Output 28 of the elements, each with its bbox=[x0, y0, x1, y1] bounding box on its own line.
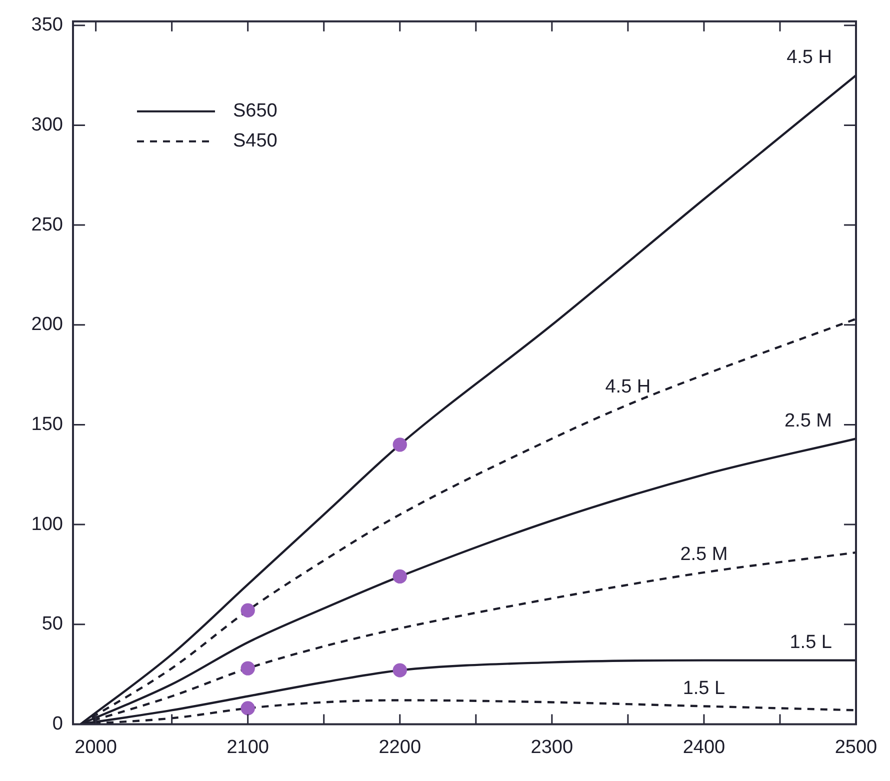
y-tick-label: 150 bbox=[31, 414, 63, 435]
point bbox=[392, 569, 407, 584]
x-tick-label: 2300 bbox=[530, 736, 574, 758]
y-tick-label: 50 bbox=[42, 614, 63, 635]
annotation: 1.5 L bbox=[682, 678, 726, 699]
legend-label: S650 bbox=[233, 100, 278, 122]
x-tick-label: 2500 bbox=[834, 736, 878, 758]
annotation: 2.5 M bbox=[680, 544, 728, 566]
point bbox=[240, 603, 255, 618]
y-tick-label: 250 bbox=[31, 214, 63, 236]
x-tick-label: 2100 bbox=[226, 736, 269, 758]
y-tick-label: 200 bbox=[31, 314, 63, 336]
point bbox=[392, 663, 407, 678]
legend-label: S450 bbox=[233, 130, 278, 152]
annotation: 4.5 H bbox=[786, 47, 832, 68]
annotation: 4.5 H bbox=[605, 376, 651, 398]
point bbox=[392, 438, 407, 452]
y-tick-label: 100 bbox=[31, 514, 63, 535]
y-tick-label: 350 bbox=[31, 14, 63, 36]
annotation: 2.5 M bbox=[784, 410, 832, 432]
point bbox=[240, 661, 255, 676]
y-tick-label: 0 bbox=[52, 713, 63, 734]
point bbox=[240, 701, 255, 716]
x-tick-label: 2400 bbox=[682, 736, 726, 758]
y-tick-label: 300 bbox=[31, 114, 63, 136]
x-tick-label: 2200 bbox=[378, 736, 422, 758]
x-tick-label: 2000 bbox=[74, 736, 117, 758]
annotation: 1.5 L bbox=[790, 632, 832, 654]
